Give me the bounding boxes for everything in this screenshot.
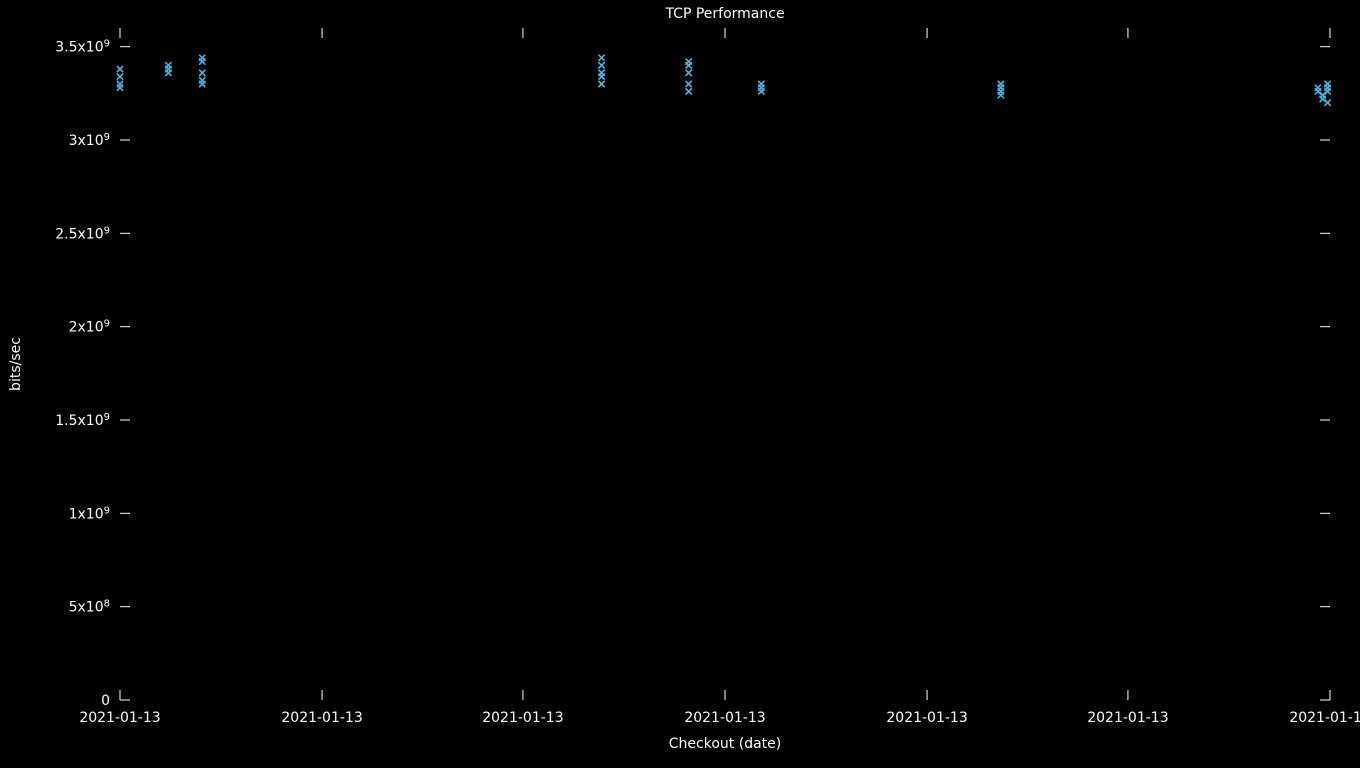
- data-point: [199, 81, 205, 87]
- data-point: [686, 81, 692, 87]
- y-tick-label: 3.5x109: [55, 38, 110, 56]
- data-point: [998, 81, 1004, 87]
- data-point: [199, 55, 205, 61]
- data-series: [117, 55, 1331, 106]
- data-point: [686, 88, 692, 94]
- y-tick-label: 2x109: [69, 318, 110, 336]
- x-tick-label: 2021-01-13: [79, 710, 160, 726]
- data-point: [598, 55, 604, 61]
- y-tick-label: 2.5x109: [55, 225, 110, 243]
- data-point: [758, 88, 764, 94]
- data-point: [598, 62, 604, 68]
- data-point: [117, 73, 123, 79]
- data-point: [199, 70, 205, 76]
- x-axis-label: Checkout (date): [669, 736, 781, 752]
- x-tick-label: 2021-01-13: [684, 710, 765, 726]
- x-tick-label: 2021-01-14: [1289, 710, 1360, 726]
- data-point: [758, 81, 764, 87]
- x-tick-label: 2021-01-13: [281, 710, 362, 726]
- chart-container: TCP Performance 0 5x108 1x109 1.5x109 2x109 2.…: [0, 0, 1360, 768]
- data-point: [117, 66, 123, 72]
- x-tick-label: 2021-01-13: [886, 710, 967, 726]
- data-point: [686, 70, 692, 76]
- y-tick-label: 1.5x109: [55, 412, 110, 430]
- y-axis-label: bits/sec: [8, 337, 24, 391]
- data-point: [1324, 100, 1330, 106]
- x-tick-label: 2021-01-13: [1087, 710, 1168, 726]
- y-tick-label: 3x109: [69, 132, 110, 150]
- tcp-performance-chart: TCP Performance 0 5x108 1x109 1.5x109 2x109 2.…: [0, 0, 1360, 768]
- y-tick-label: 5x108: [69, 598, 110, 616]
- data-point: [165, 70, 171, 76]
- data-point: [598, 81, 604, 87]
- data-point: [1315, 85, 1321, 91]
- chart-title: TCP Performance: [664, 6, 784, 22]
- y-tick-label: 1x109: [69, 505, 110, 523]
- data-point: [117, 85, 123, 91]
- data-point: [165, 62, 171, 68]
- y-tick-label: 0: [101, 693, 110, 709]
- data-point: [1324, 81, 1330, 87]
- data-point: [686, 62, 692, 68]
- data-point: [598, 73, 604, 79]
- x-tick-label: 2021-01-13: [482, 710, 563, 726]
- data-point: [998, 92, 1004, 98]
